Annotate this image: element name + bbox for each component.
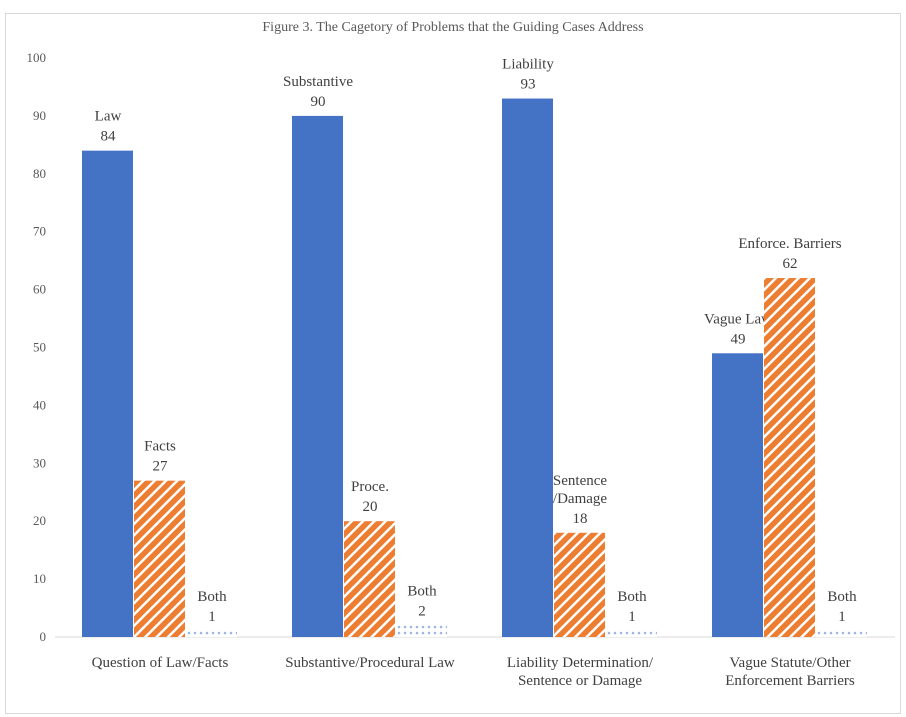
bar xyxy=(292,115,343,637)
point-label: Proce. xyxy=(351,479,389,495)
value-label: 62 xyxy=(783,256,798,272)
value-label: 18 xyxy=(573,511,588,527)
y-tick-label: 70 xyxy=(33,224,46,239)
bar xyxy=(712,353,763,637)
point-label: Law xyxy=(95,109,122,125)
bar xyxy=(186,631,237,637)
chart-title: Figure 3. The Cagetory of Problems that … xyxy=(262,20,643,35)
y-tick-label: 50 xyxy=(33,340,46,355)
bar xyxy=(764,278,815,637)
y-tick-label: 0 xyxy=(40,629,47,644)
y-tick-label: 100 xyxy=(27,50,47,65)
point-label: Facts xyxy=(144,439,176,455)
value-label: 1 xyxy=(628,609,636,625)
chart-border xyxy=(5,13,901,714)
bar xyxy=(606,631,657,637)
x-tick-label: Vague Statute/Other Enforcement Barriers xyxy=(725,655,855,689)
value-label: 20 xyxy=(363,499,378,515)
y-tick-label: 80 xyxy=(33,166,46,181)
bar xyxy=(554,532,605,637)
bar xyxy=(134,480,185,637)
x-tick-label: Substantive/Procedural Law xyxy=(285,655,455,671)
point-label: Liability xyxy=(502,57,554,73)
point-label: Vague Law xyxy=(704,311,772,327)
point-label: Both xyxy=(197,589,227,605)
x-tick-label: Liability Determination/Sentence or Dama… xyxy=(507,655,654,689)
y-tick-label: 90 xyxy=(33,108,46,123)
value-label: 93 xyxy=(521,77,536,93)
bar xyxy=(816,631,867,637)
point-label: Both xyxy=(617,589,647,605)
bar xyxy=(396,625,447,637)
x-tick-label: Question of Law/Facts xyxy=(92,655,229,671)
point-label: Both xyxy=(827,589,857,605)
value-label: 84 xyxy=(101,129,117,145)
value-label: 1 xyxy=(838,609,846,625)
bar xyxy=(82,150,133,637)
point-label: Enforce. Barriers xyxy=(738,236,841,252)
value-label: 90 xyxy=(311,94,326,110)
bar xyxy=(344,521,395,637)
y-tick-label: 60 xyxy=(33,282,46,297)
value-label: 2 xyxy=(418,603,426,619)
value-label: 49 xyxy=(731,331,746,347)
y-tick-label: 20 xyxy=(33,513,46,528)
y-tick-label: 10 xyxy=(33,571,46,586)
value-label: 1 xyxy=(208,609,216,625)
bar xyxy=(502,98,553,637)
value-label: 27 xyxy=(153,459,169,475)
point-label: Substantive xyxy=(283,74,353,90)
y-tick-label: 40 xyxy=(33,397,46,412)
y-tick-label: 30 xyxy=(33,455,46,470)
point-label: Both xyxy=(407,583,437,599)
point-label: Sentence/Damage xyxy=(553,473,607,507)
